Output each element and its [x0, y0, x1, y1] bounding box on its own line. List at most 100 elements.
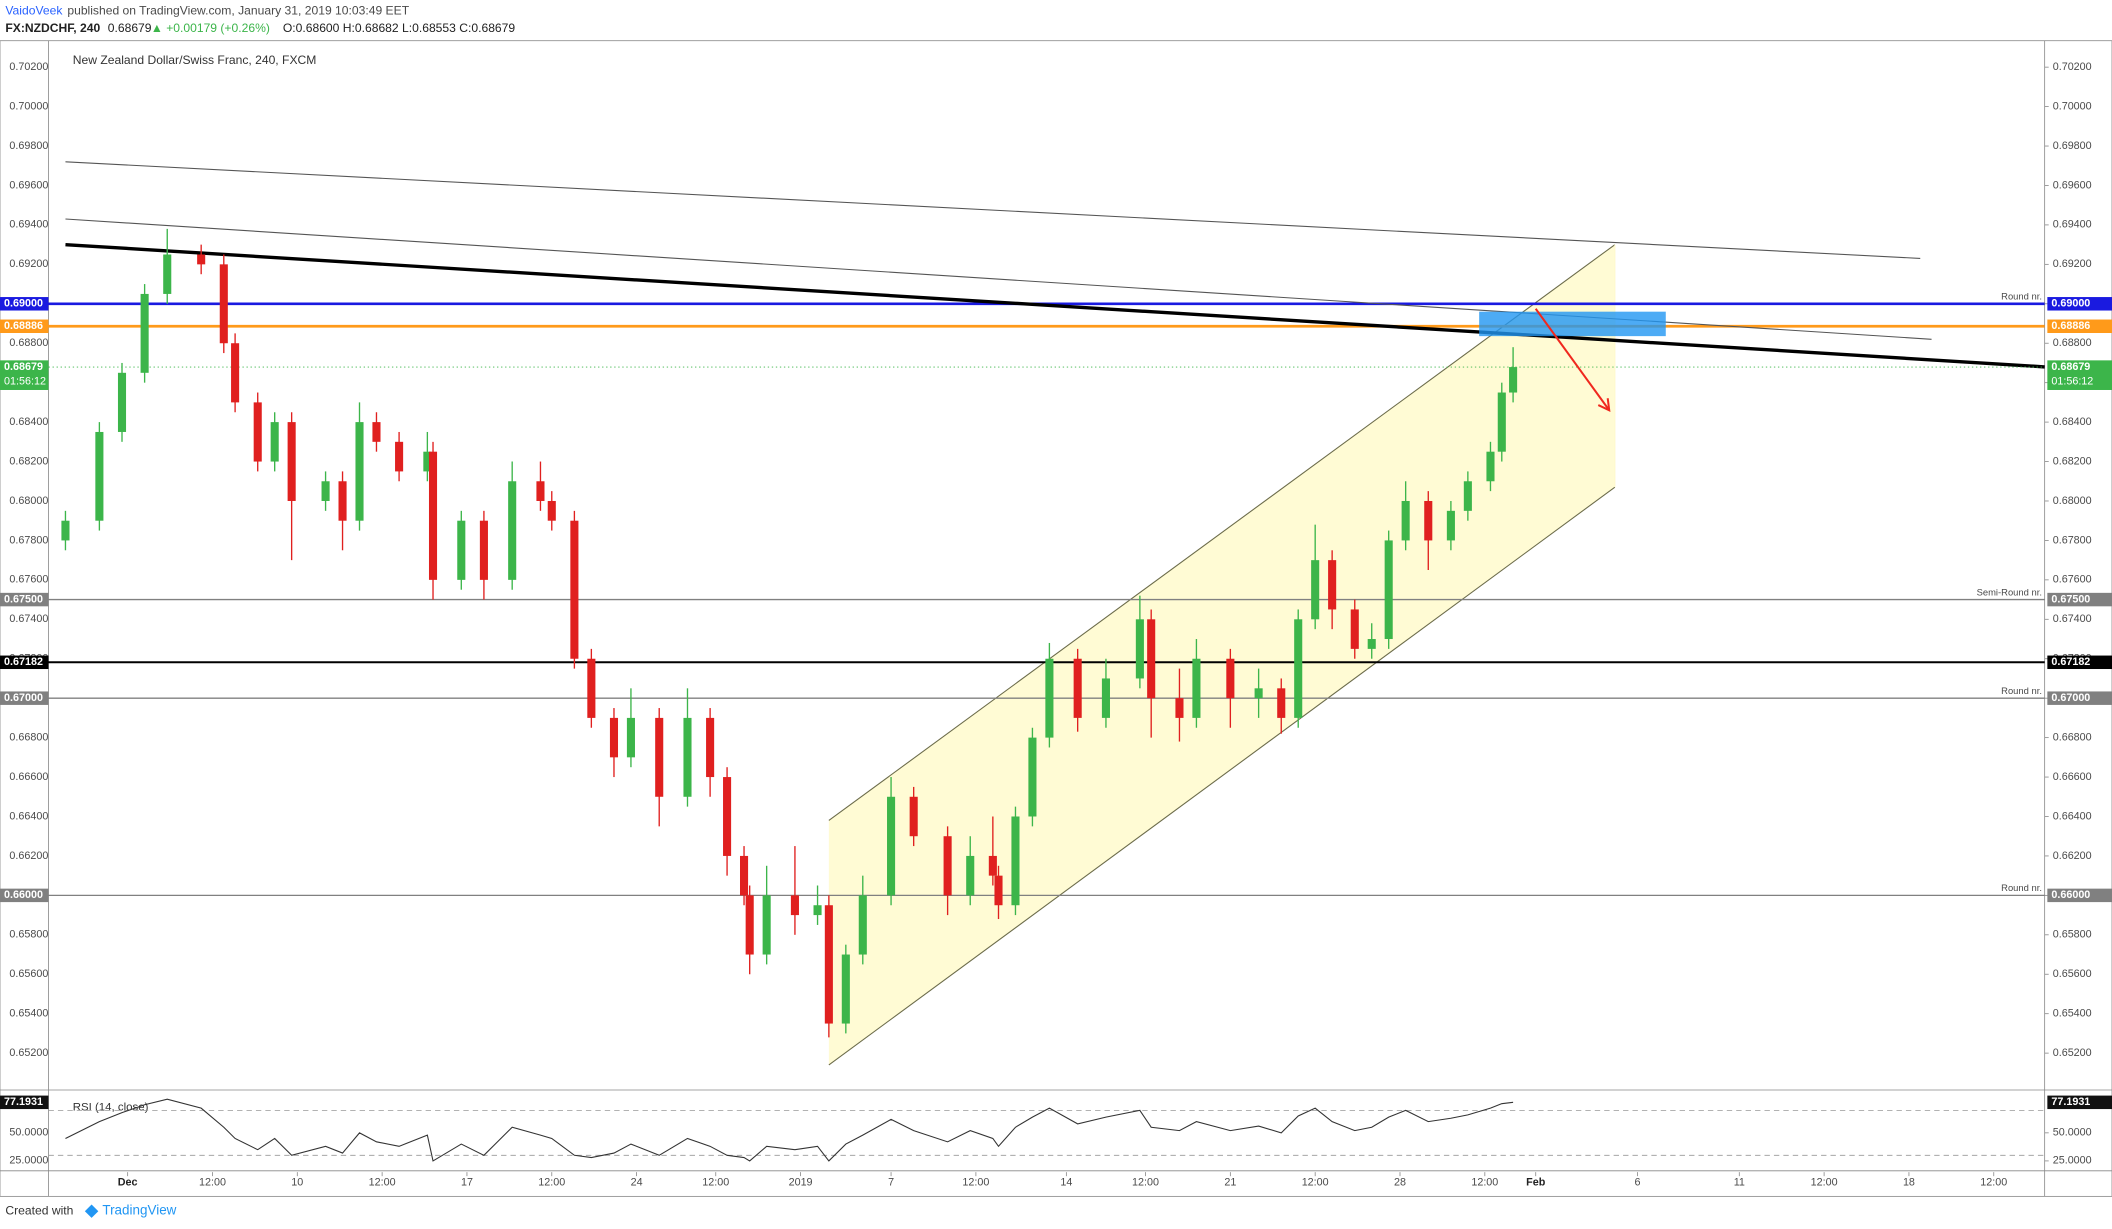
- candle-body: [536, 481, 545, 501]
- arrow-head: [1597, 398, 1611, 412]
- candle-body: [479, 520, 488, 580]
- candle-body: [887, 796, 896, 896]
- x-tick-label: 12:00: [1980, 1177, 2007, 1189]
- trend-line: [65, 242, 2045, 369]
- candle-body: [508, 481, 517, 580]
- y-tick-label: 0.69400: [9, 219, 48, 231]
- candle-body: [739, 855, 749, 896]
- level-label: 0.67182: [2051, 656, 2090, 668]
- rsi-value-box: [2047, 1095, 2112, 1110]
- price-label: 0.68679: [2051, 361, 2090, 373]
- footer-brand[interactable]: TradingView: [102, 1203, 176, 1218]
- candle-body: [428, 451, 438, 580]
- candle-body: [1486, 451, 1495, 482]
- candle-body: [723, 777, 732, 856]
- x-tick-label: 7: [888, 1177, 894, 1189]
- y-tick-label: 0.70000: [2053, 100, 2092, 112]
- x-tick-label: 12:00: [702, 1177, 729, 1189]
- x-tick-label: 12:00: [538, 1177, 565, 1189]
- y-tick-label: 0.67600: [9, 574, 48, 586]
- x-tick-label: 18: [1903, 1177, 1915, 1189]
- y-tick-label: 0.67800: [2053, 534, 2092, 546]
- y-tick-label: 0.65200: [2053, 1047, 2092, 1059]
- y-tick-label: 0.65200: [9, 1047, 48, 1059]
- candle-body: [1350, 609, 1359, 649]
- y-tick-label: 0.70200: [9, 61, 48, 73]
- level-label-box: [0, 592, 49, 607]
- y-tick-label: 0.67400: [2053, 613, 2092, 625]
- candle-body: [1446, 510, 1455, 541]
- candle-body: [1328, 560, 1337, 610]
- candle-body: [587, 658, 596, 718]
- level-label-box: [0, 319, 49, 334]
- x-tick-label: 6: [1635, 1177, 1641, 1189]
- x-tick-label: 12:00: [1471, 1177, 1498, 1189]
- level-label: 0.66000: [2051, 889, 2090, 901]
- candle-body: [1011, 816, 1020, 906]
- y-tick-label: 0.68000: [2053, 495, 2092, 507]
- y-tick-label: 0.65800: [2053, 929, 2092, 941]
- candle-body: [626, 717, 635, 758]
- candle-body: [372, 422, 381, 442]
- candle-body: [1045, 658, 1054, 738]
- chart-title: New Zealand Dollar/Swiss Franc, 240, FXC…: [73, 53, 317, 67]
- candle-body: [609, 717, 619, 758]
- candle-body: [1509, 367, 1518, 393]
- rsi-line: [65, 1098, 1514, 1162]
- candle-body: [355, 422, 364, 521]
- frame: [0, 40, 2112, 1197]
- x-tick-label: 21: [1224, 1177, 1236, 1189]
- channel-line: [828, 486, 1616, 1066]
- level-label: 0.67000: [4, 692, 43, 704]
- author[interactable]: VaidoVeek: [5, 3, 63, 17]
- level-label-box: [2047, 319, 2112, 334]
- price-label-box: [0, 360, 49, 390]
- level-label-box: [2047, 592, 2112, 607]
- candle-body: [95, 431, 104, 521]
- level-label: 0.66000: [4, 889, 43, 901]
- zone: [1479, 311, 1666, 337]
- x-tick-label: 14: [1060, 1177, 1072, 1189]
- y-tick-label: 0.69200: [9, 258, 48, 270]
- rsi-value-box: [0, 1095, 49, 1110]
- candle-body: [1135, 619, 1144, 679]
- logo: [84, 1204, 99, 1218]
- candle-body: [790, 895, 799, 916]
- y-tick-label: 0.66800: [9, 731, 48, 743]
- candle-body: [1311, 560, 1320, 620]
- x-tick-label: 24: [631, 1177, 643, 1189]
- candle-body: [395, 441, 404, 472]
- channel-line: [828, 244, 1616, 821]
- candle-body: [1254, 688, 1263, 699]
- y-tick-label: 0.68400: [9, 416, 48, 428]
- candle-body: [338, 481, 347, 521]
- level-note: Semi-Round nr.: [1977, 586, 2042, 597]
- level-label-box: [2047, 655, 2112, 670]
- rsi-value-label: 77.1931: [4, 1096, 43, 1108]
- y-tick-label: 0.69600: [9, 179, 48, 191]
- x-tick-label: 12:00: [1811, 1177, 1838, 1189]
- level-label: 0.68886: [2051, 320, 2090, 332]
- level-label-box: [0, 655, 49, 670]
- published: published on TradingView.com, January 31…: [67, 3, 409, 17]
- trend-line: [65, 161, 1921, 259]
- rsi-value-label: 77.1931: [2051, 1096, 2090, 1108]
- candle-body: [117, 372, 127, 432]
- candle-body: [570, 520, 579, 659]
- y-tick-label: 0.66800: [2053, 731, 2092, 743]
- candle-body: [994, 875, 1003, 906]
- candle-body: [1277, 688, 1286, 718]
- y-tick-label: 25.0000: [9, 1155, 48, 1167]
- candle-body: [1226, 658, 1235, 699]
- candle-body: [683, 717, 692, 797]
- x-tick-label: 12:00: [962, 1177, 989, 1189]
- y-tick-label: 0.66200: [9, 850, 48, 862]
- candle-body: [457, 520, 466, 580]
- x-tick-label: 11: [1734, 1177, 1745, 1189]
- candle-body: [813, 905, 822, 916]
- x-tick-label: 12:00: [369, 1177, 396, 1189]
- y-tick-label: 0.68200: [2053, 455, 2092, 467]
- level-note: Round nr.: [2001, 882, 2042, 893]
- candle-body: [140, 293, 149, 373]
